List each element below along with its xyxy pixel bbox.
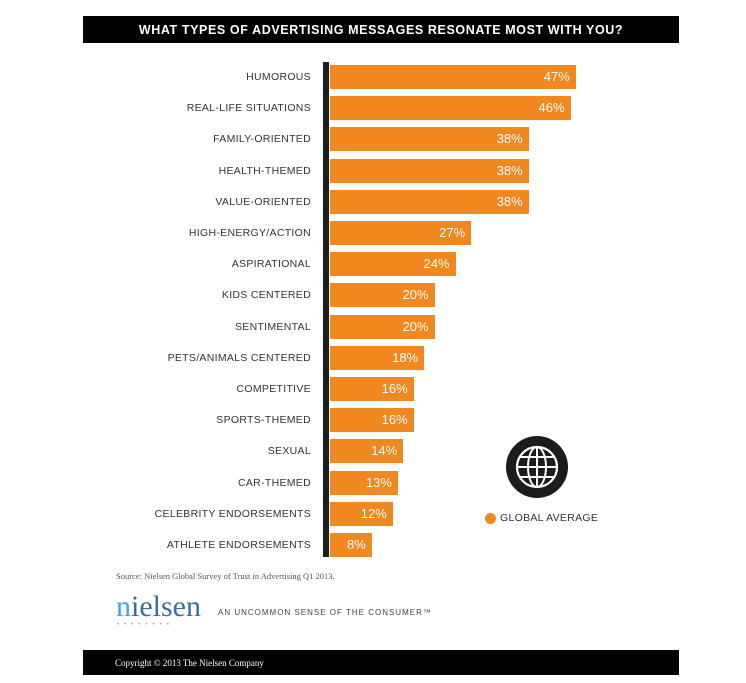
bar: 20% bbox=[330, 314, 435, 339]
value-label: 14% bbox=[371, 443, 398, 459]
category-label: ASPIRATIONAL bbox=[231, 258, 311, 271]
bar-row: FAMILY-ORIENTED 38% bbox=[0, 127, 746, 152]
bar: 20% bbox=[330, 283, 435, 308]
category-label: VALUE-ORIENTED bbox=[215, 195, 311, 208]
bar-row: HUMOROUS 47% bbox=[0, 65, 746, 89]
bar-row: ASPIRATIONAL 24% bbox=[0, 252, 746, 277]
bar: 38% bbox=[330, 127, 529, 152]
value-label: 18% bbox=[392, 349, 419, 365]
value-label: 46% bbox=[538, 100, 565, 116]
category-label: FAMILY-ORIENTED bbox=[213, 133, 311, 146]
bar-row: HIGH-ENERGY/ACTION 27% bbox=[0, 221, 746, 245]
logo-dots-decoration: •••••••• bbox=[117, 622, 174, 628]
bar: 16% bbox=[330, 377, 414, 401]
value-label: 38% bbox=[496, 193, 523, 209]
bar: 12% bbox=[330, 501, 393, 526]
category-label: SENTIMENTAL bbox=[234, 320, 311, 333]
value-label: 16% bbox=[381, 412, 408, 428]
legend: GLOBAL AVERAGE bbox=[485, 512, 598, 524]
nielsen-logo: nielsen bbox=[116, 592, 201, 622]
source-note: Source: Nielsen Global Survey of Trust i… bbox=[116, 571, 335, 581]
category-label: COMPETITIVE bbox=[236, 383, 311, 395]
bar: 8% bbox=[330, 533, 372, 557]
category-label: HIGH-ENERGY/ACTION bbox=[188, 227, 311, 239]
legend-swatch bbox=[485, 512, 496, 524]
bar: 24% bbox=[330, 252, 456, 277]
bar: 38% bbox=[330, 158, 529, 183]
bar-row: COMPETITIVE 16% bbox=[0, 377, 746, 401]
value-label: 13% bbox=[365, 474, 392, 490]
value-label: 38% bbox=[496, 131, 523, 147]
bar-row: SPORTS-THEMED 16% bbox=[0, 408, 746, 433]
copyright-text: Copyright © 2013 The Nielsen Company bbox=[115, 657, 264, 668]
bar: 47% bbox=[330, 65, 576, 89]
bar: 14% bbox=[330, 439, 404, 464]
category-label: SPORTS-THEMED bbox=[216, 414, 311, 427]
logo-text: ielsen bbox=[131, 590, 201, 623]
category-label: REAL-LIFE SITUATIONS bbox=[186, 102, 311, 115]
category-label: CAR-THEMED bbox=[238, 476, 311, 489]
bar-row: REAL-LIFE SITUATIONS 46% bbox=[0, 96, 746, 121]
legend-label: GLOBAL AVERAGE bbox=[500, 512, 599, 524]
bar-row: KIDS CENTERED 20% bbox=[0, 283, 746, 308]
value-label: 24% bbox=[423, 256, 450, 272]
category-label: HUMOROUS bbox=[246, 71, 311, 83]
bar-row: SENTIMENTAL 20% bbox=[0, 314, 746, 339]
category-label: ATHLETE ENDORSEMENTS bbox=[166, 539, 311, 551]
y-axis-line bbox=[323, 62, 329, 557]
category-label: HEALTH-THEMED bbox=[218, 164, 311, 177]
footer-bar: Copyright © 2013 The Nielsen Company bbox=[83, 650, 679, 675]
value-label: 8% bbox=[347, 537, 366, 552]
value-label: 38% bbox=[496, 162, 523, 178]
logo-letter-n: n bbox=[116, 590, 131, 623]
category-label: CELEBRITY ENDORSEMENTS bbox=[154, 507, 311, 520]
bar: 38% bbox=[330, 189, 529, 214]
tagline: AN UNCOMMON SENSE OF THE CONSUMER™ bbox=[218, 608, 432, 617]
bar: 18% bbox=[330, 345, 425, 370]
category-label: SEXUAL bbox=[267, 445, 311, 458]
bar-row: CELEBRITY ENDORSEMENTS 12% bbox=[0, 501, 746, 526]
bar: 16% bbox=[330, 408, 414, 433]
value-label: 12% bbox=[360, 505, 387, 521]
value-label: 47% bbox=[543, 69, 570, 84]
value-label: 16% bbox=[381, 381, 408, 396]
value-label: 20% bbox=[402, 287, 429, 303]
bar: 27% bbox=[330, 221, 472, 245]
chart-title-bar: WHAT TYPES OF ADVERTISING MESSAGES RESON… bbox=[83, 16, 679, 43]
value-label: 20% bbox=[402, 318, 429, 334]
bar-row: CAR-THEMED 13% bbox=[0, 470, 746, 495]
value-label: 27% bbox=[439, 225, 466, 240]
category-label: KIDS CENTERED bbox=[221, 289, 311, 302]
bar-row: VALUE-ORIENTED 38% bbox=[0, 189, 746, 214]
bar-row: ATHLETE ENDORSEMENTS 8% bbox=[0, 533, 746, 557]
bar: 13% bbox=[330, 470, 398, 495]
bar-row: PETS/ANIMALS CENTERED 18% bbox=[0, 345, 746, 370]
bar-row: HEALTH-THEMED 38% bbox=[0, 158, 746, 183]
chart-title: WHAT TYPES OF ADVERTISING MESSAGES RESON… bbox=[138, 22, 624, 37]
category-label: PETS/ANIMALS CENTERED bbox=[167, 351, 311, 364]
bar-row: SEXUAL 14% bbox=[0, 439, 746, 464]
bar: 46% bbox=[330, 96, 571, 121]
globe-icon bbox=[506, 436, 568, 498]
